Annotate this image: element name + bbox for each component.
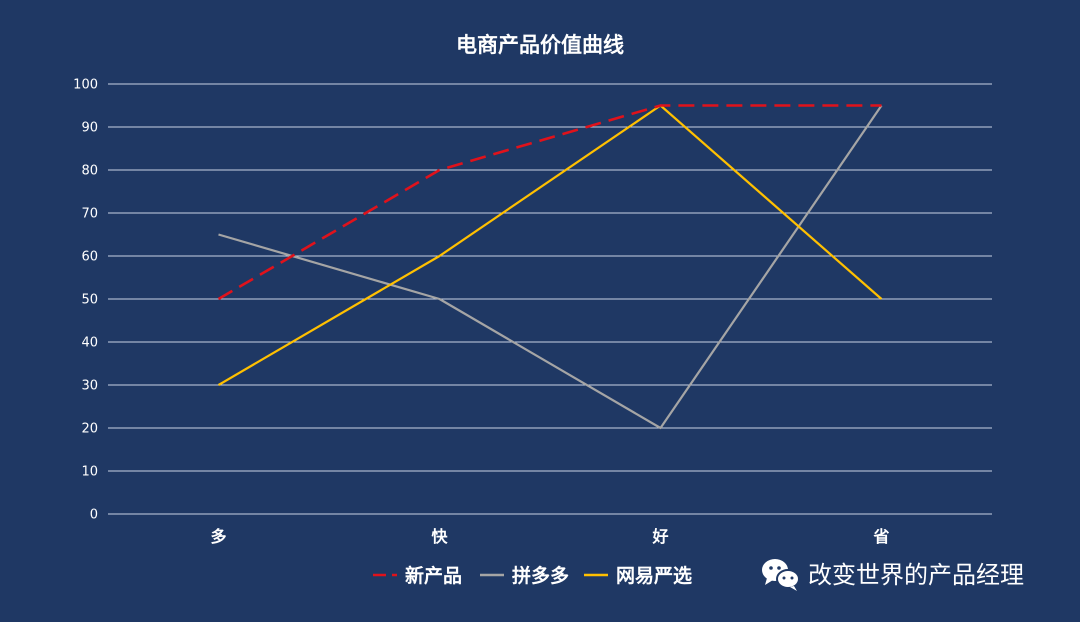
wechat-icon [762,559,800,591]
watermark-text: 改变世界的产品经理 [808,561,1024,589]
y-tick-label: 20 [81,422,98,437]
chart-title: 电商产品价值曲线 [456,33,624,57]
y-tick-label: 0 [90,508,98,523]
legend-label-2: 网易严选 [616,565,692,587]
y-tick-label: 60 [81,250,98,265]
y-tick-label: 70 [81,207,98,222]
y-tick-label: 40 [81,336,98,351]
y-tick-label: 10 [81,465,98,480]
x-axis-ticks: 多快好省 [210,527,889,546]
y-axis-ticks: 0 10 20 30 40 50 60 70 80 90 100 [73,78,98,523]
series-line-1 [218,104,883,430]
gridlines [108,83,992,515]
legend-label-0: 新产品 [405,564,462,587]
y-tick-label: 90 [81,121,98,136]
x-tick-label: 好 [651,527,668,546]
x-tick-label: 多 [210,527,226,546]
x-tick-label: 快 [431,527,448,546]
y-tick-label: 100 [73,78,98,93]
series-line-2 [217,104,883,386]
legend: 新产品 拼多多 网易严选 [373,564,692,587]
series-lines [217,104,883,430]
x-tick-label: 省 [872,527,889,546]
y-tick-label: 50 [81,293,98,308]
legend-label-1: 拼多多 [512,564,569,587]
watermark: 改变世界的产品经理 [762,559,1024,591]
y-tick-label: 80 [81,164,98,179]
y-tick-label: 30 [81,379,98,394]
series-line-0 [217,104,882,301]
